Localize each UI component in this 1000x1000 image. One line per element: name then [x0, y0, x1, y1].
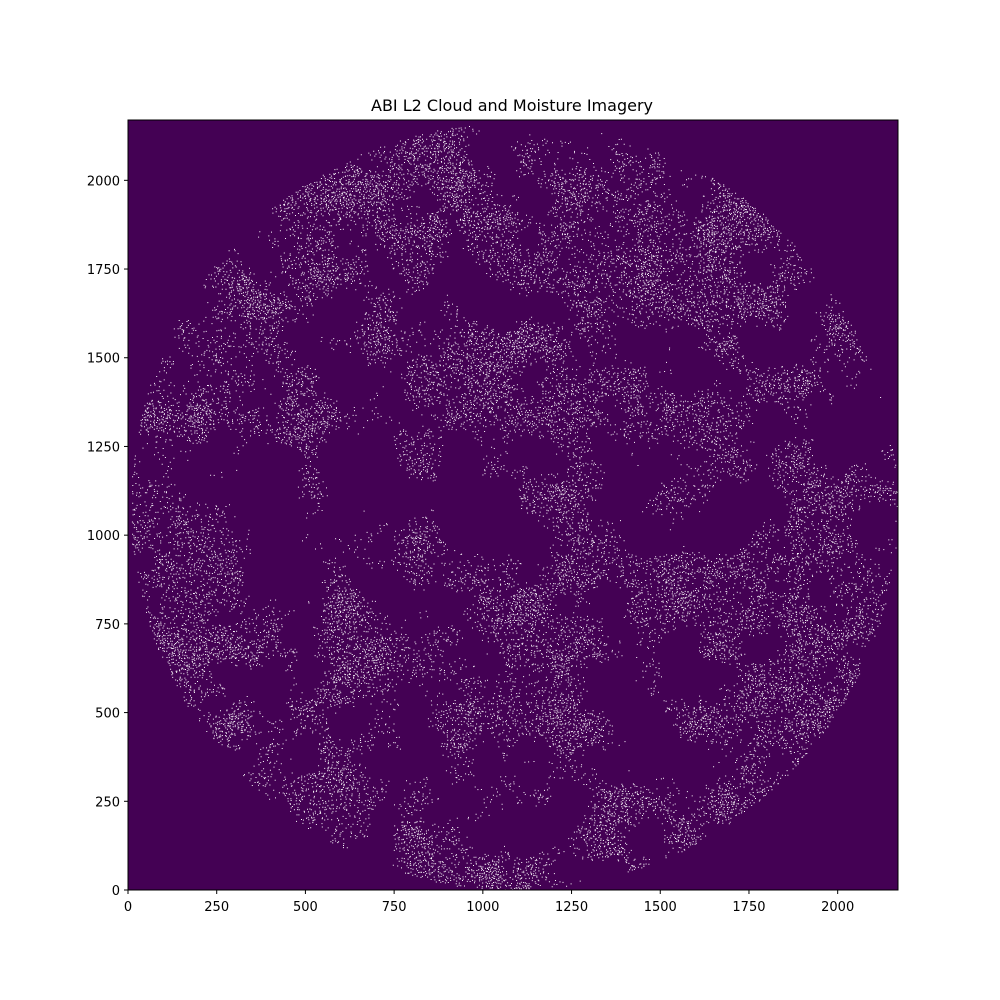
y-tick-label: 1000	[87, 529, 120, 544]
x-tick-label: 1000	[466, 900, 499, 915]
x-tick-label: 1750	[732, 900, 765, 915]
plot-area	[127, 119, 899, 891]
x-axis: 0 250 500 750 1000 1250 1500 1750 2000	[124, 890, 854, 915]
y-tick-label: 1750	[87, 263, 120, 278]
chart-title: ABI L2 Cloud and Moisture Imagery	[371, 96, 653, 115]
y-tick-label: 0	[112, 884, 120, 899]
y-tick-label: 250	[95, 795, 120, 810]
x-tick-label: 2000	[821, 900, 854, 915]
y-tick-label: 750	[95, 618, 120, 633]
x-tick-label: 1250	[555, 900, 588, 915]
x-tick-label: 250	[204, 900, 229, 915]
y-axis: 0 250 500 750 1000 1250 1500 1750 2000	[87, 174, 128, 899]
y-tick-label: 1500	[87, 352, 120, 367]
x-tick-label: 500	[293, 900, 318, 915]
y-tick-label: 2000	[87, 174, 120, 189]
y-tick-label: 1250	[87, 440, 120, 455]
axes-frame	[127, 119, 899, 891]
x-tick-label: 750	[382, 900, 407, 915]
image-background	[128, 120, 898, 890]
y-tick-label: 500	[95, 707, 120, 722]
x-tick-label: 1500	[644, 900, 677, 915]
x-tick-label: 0	[124, 900, 132, 915]
